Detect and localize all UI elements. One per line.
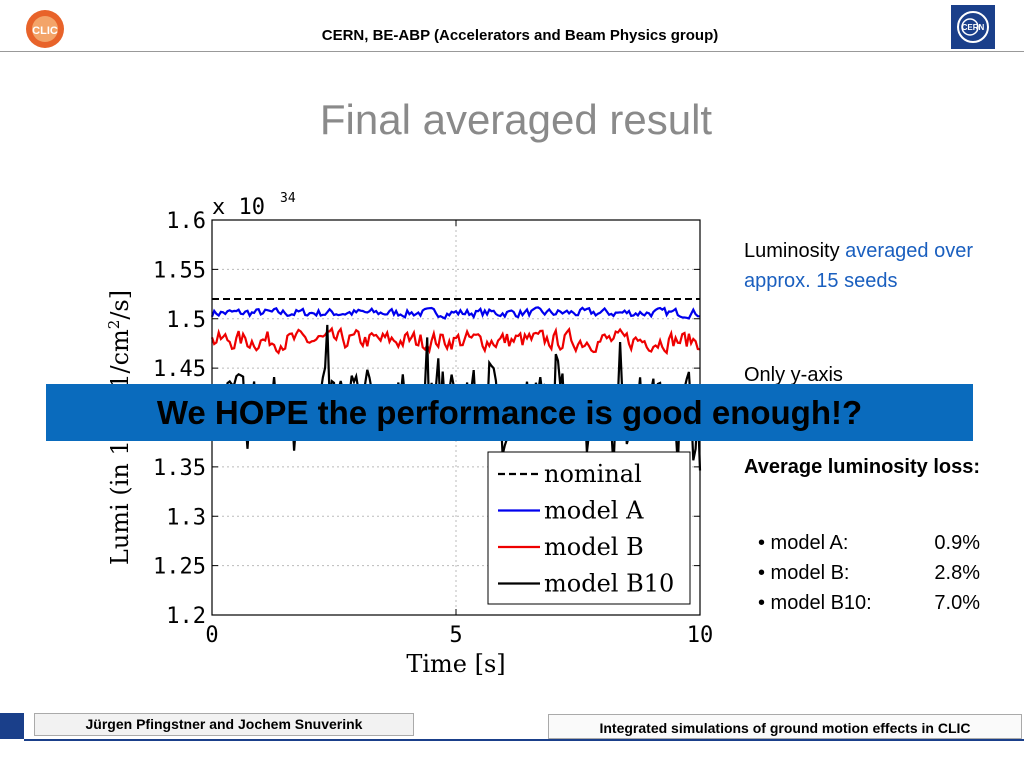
y-tick-label: 1.2 — [166, 604, 206, 629]
side-text-averaged: Luminosity averaged over approx. 15 seed… — [744, 236, 994, 296]
y-axis-label: Lumi (in 1 E) [1/cm2/s] — [105, 290, 134, 565]
footer-authors: Jürgen Pfingstner and Jochem Snuverink — [34, 713, 414, 736]
x-tick-label: 5 — [449, 623, 462, 648]
loss-item-label: • model A: — [758, 532, 849, 554]
footer: Jürgen Pfingstner and Jochem Snuverink I… — [0, 713, 1024, 741]
cern-logo: CERN — [951, 5, 995, 49]
y-tick-label: 1.55 — [153, 258, 206, 283]
footer-rule — [24, 739, 1024, 741]
side-text-plain: Luminosity — [744, 240, 846, 262]
header-title: CERN, BE-ABP (Accelerators and Beam Phys… — [321, 27, 719, 44]
loss-item-value: 2.8% — [934, 562, 980, 584]
banner-overlay: We HOPE the performance is good enough!? — [46, 384, 973, 441]
exponent-power: 34 — [280, 191, 296, 206]
legend-label: nominal — [544, 460, 642, 488]
x-tick-label: 0 — [205, 623, 218, 648]
footer-accent-block — [0, 713, 24, 739]
clic-logo: CLIC — [26, 10, 64, 48]
cern-logo-text: CERN — [962, 23, 985, 32]
side-text-axis: Only y-axis — [744, 364, 843, 386]
legend-label: model B10 — [544, 570, 674, 598]
loss-item: • model B: 2.8% — [758, 558, 988, 588]
y-tick-label: 1.45 — [153, 357, 206, 382]
header-divider — [0, 51, 1024, 52]
x-tick-label: 10 — [687, 623, 714, 648]
loss-list: • model A: 0.9% • model B: 2.8% • model … — [758, 528, 988, 618]
clic-logo-text: CLIC — [32, 25, 58, 37]
y-tick-label: 1.5 — [166, 308, 206, 333]
exponent-label: x 10 — [212, 195, 265, 220]
legend-label: model B — [544, 533, 644, 561]
series-line-model-b — [210, 326, 701, 356]
series-line-model-a — [210, 306, 701, 320]
legend-label: model A — [544, 497, 644, 525]
loss-item-value: 7.0% — [934, 592, 980, 614]
side-text-loss-heading: Average luminosity loss: — [744, 456, 980, 478]
x-axis-label: Time [s] — [406, 650, 505, 678]
slide-title: Final averaged result — [319, 96, 713, 143]
legend-box — [487, 451, 691, 605]
loss-item-label: • model B: — [758, 562, 850, 584]
y-tick-label: 1.25 — [153, 555, 206, 580]
y-tick-label: 1.35 — [153, 456, 206, 481]
loss-item-label: • model B10: — [758, 592, 872, 614]
banner-text: We HOPE the performance is good enough!? — [156, 394, 863, 431]
y-tick-label: 1.3 — [166, 505, 206, 530]
loss-item-value: 0.9% — [934, 532, 980, 554]
footer-topic: Integrated simulations of ground motion … — [548, 714, 1022, 739]
loss-item: • model B10: 7.0% — [758, 588, 988, 618]
loss-item: • model A: 0.9% — [758, 528, 988, 558]
y-tick-label: 1.6 — [166, 209, 206, 234]
side-text-highlight: averaged over approx. 15 seeds — [744, 240, 974, 292]
